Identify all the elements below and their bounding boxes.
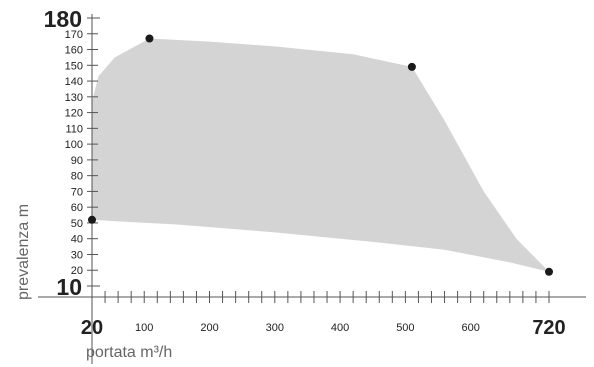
y-major-tick-label: 10 xyxy=(56,274,82,300)
x-tick-label: 400 xyxy=(331,322,349,334)
x-tick-label: 600 xyxy=(461,322,479,334)
corner-point xyxy=(407,62,416,71)
y-tick-label: 170 xyxy=(65,29,83,41)
y-tick-label: 60 xyxy=(71,202,83,214)
x-tick-label: 200 xyxy=(200,322,218,334)
corner-point xyxy=(545,267,553,276)
corner-points xyxy=(88,34,553,276)
y-tick-label: 70 xyxy=(71,186,83,198)
y-tick-label: 20 xyxy=(71,265,83,277)
x-major-tick-label: 20 xyxy=(81,317,103,339)
axes xyxy=(38,14,586,364)
x-major-tick-label: 720 xyxy=(532,317,565,339)
y-tick-label: 130 xyxy=(65,92,83,104)
y-tick-label: 160 xyxy=(65,45,83,57)
x-axis-title: portata m³/h xyxy=(86,344,172,361)
corner-point xyxy=(88,215,96,224)
y-tick-label: 40 xyxy=(71,234,83,246)
operating-region-layer xyxy=(92,38,549,272)
y-tick-label: 90 xyxy=(71,155,83,167)
x-tick-label: 300 xyxy=(266,322,284,334)
ticks xyxy=(87,17,550,303)
y-tick-label: 100 xyxy=(65,139,83,151)
y-tick-label: 120 xyxy=(65,108,83,120)
y-tick-label: 80 xyxy=(71,171,83,183)
y-axis-title: prevalenza m xyxy=(15,204,32,300)
y-tick-label: 30 xyxy=(71,249,83,261)
corner-point xyxy=(145,34,154,43)
y-major-tick-label: 180 xyxy=(44,6,82,32)
y-tick-label: 140 xyxy=(65,76,83,88)
x-tick-label: 100 xyxy=(135,322,153,334)
operating-region xyxy=(92,38,549,272)
y-tick-label: 110 xyxy=(65,123,83,135)
y-tick-label: 50 xyxy=(71,218,83,230)
y-tick-label: 150 xyxy=(65,60,83,72)
tick-labels: 20 30 40 50 60 70 80 90 100 110 120 130 140 150 160 170… xyxy=(44,6,566,339)
x-tick-label: 500 xyxy=(396,322,414,334)
